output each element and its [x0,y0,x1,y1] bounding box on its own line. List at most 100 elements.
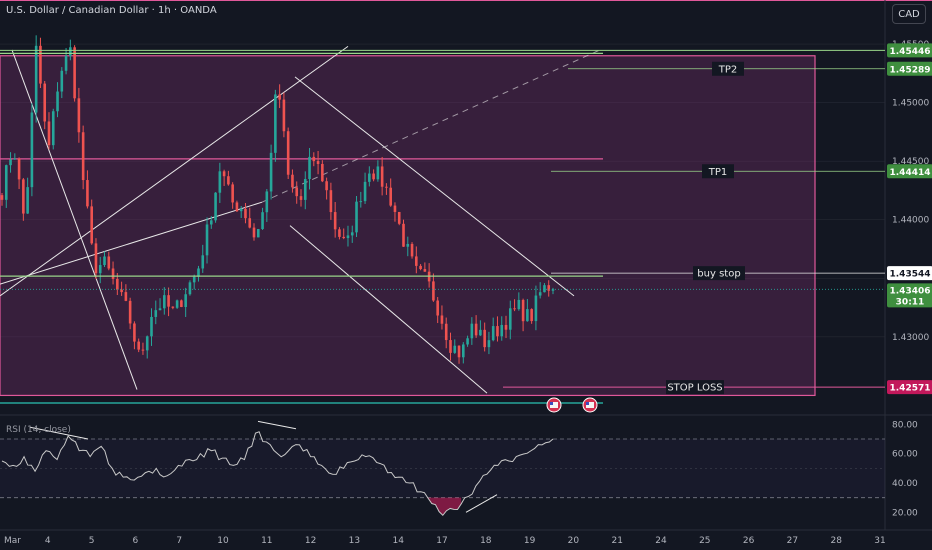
range-top-tag-bg [887,43,932,58]
buy-stop-label: buy stop [697,269,740,280]
candle-body [355,201,358,233]
candle-body [419,265,422,270]
time-tick-label: 13 [349,536,360,546]
candle-body [368,173,371,182]
candle-body [282,99,286,132]
stop-loss-label: STOP LOSS [667,383,722,394]
price-tick-label: 1.44500 [892,157,929,167]
candle-body [530,309,533,322]
stop-loss-label-bg [666,380,724,395]
price-tick-label: 1.44000 [892,216,929,226]
price-axis[interactable]: 1.430001.440001.445001.450001.455001.454… [887,40,932,518]
candle-body [346,235,350,239]
candle-body [299,196,303,200]
range-top-tag: 1.45446 [890,47,931,57]
candle-body [98,265,102,274]
tp1-label-bg [702,164,734,179]
candle-body [205,224,209,256]
candle-body [171,306,175,308]
candle-body [69,47,72,56]
ascending-dashed-solid [0,201,263,285]
candle-body [231,184,234,203]
candle-body [363,181,367,202]
candle-body [359,201,363,203]
candle-body [453,345,457,353]
flag-canton [586,402,589,405]
candle-body [521,299,525,322]
candle-body [440,315,444,324]
candle-body [406,243,410,247]
candle-body [244,208,247,219]
candle-body [291,174,294,188]
tp2-tag-bg [887,61,932,76]
candle-body [402,223,405,247]
candle-body [423,269,427,272]
candle-body [43,83,47,122]
candle-body [209,220,213,225]
candle-body [517,299,521,310]
candle-body [167,295,170,307]
candle-body [64,55,68,71]
time-tick-label: Mar [4,536,21,546]
candle-body [470,323,474,339]
time-tick-label: 20 [568,536,580,546]
candle-body [286,131,290,175]
price-tick-label: 1.45000 [892,99,929,109]
channel-upper-line [294,76,575,297]
candle-body [192,276,196,283]
rsi-tick-label: 20.00 [892,508,918,518]
candle-body [103,256,106,266]
candle-body [303,179,307,200]
candle-body [145,336,149,351]
candle-body [128,300,132,324]
candle-body [338,229,341,237]
candle-body [274,94,277,153]
current-price-tag: 1.43406 [890,286,931,296]
candle-body [150,316,153,337]
flag-canton [550,402,553,405]
stop-loss-tag-bg [887,380,932,395]
channel-lower-line [289,225,488,394]
rsi-divergence-line [257,420,297,430]
time-tick-label: 26 [743,536,755,546]
candle-body [538,292,542,296]
candle-body [496,326,499,337]
time-tick-label: 17 [436,536,447,546]
price-tick-label: 1.43000 [892,333,929,343]
time-tick-label: 12 [305,536,316,546]
time-tick-label: 10 [217,536,229,546]
stop-loss-tag: 1.42571 [890,384,931,394]
candle-body [265,191,269,213]
time-tick-label: 7 [176,536,182,546]
candle-body [9,159,12,166]
candle-body [462,344,465,358]
tp1-label: TP1 [708,167,728,178]
buy-stop-tag: 1.43544 [890,270,931,280]
candle-body [111,268,115,279]
candle-body [248,218,252,228]
time-tick-label: 25 [699,536,710,546]
tp2-label: TP2 [718,64,738,75]
buy-stop-label-bg [693,266,745,281]
candle-body [436,300,439,316]
time-axis[interactable]: Mar 4 5 6 7 10 11 12 13 14 17 18 19 20 21 24 25 26 27 28 31 [4,536,886,546]
flag-icon [586,402,594,408]
tp1-tag: 1.44414 [890,168,931,178]
candle-body [34,45,38,113]
candle-body [312,156,316,162]
symbol-title: U.S. Dollar / Canadian Dollar · 1h · OAN… [6,5,217,16]
candle-body [137,341,140,350]
candle-body [4,165,8,200]
time-tick-label: 19 [524,536,536,546]
rsi-band [0,439,885,498]
candle-body [329,190,333,213]
rsi-line [1,431,554,517]
candle-body [389,187,392,206]
time-tick-label: 14 [392,536,404,546]
currency-button[interactable]: CAD [892,4,926,24]
candle-body [180,300,183,308]
rsi-tick-label: 60.00 [892,450,918,460]
candle-body [261,212,264,230]
candle-body [17,158,21,180]
